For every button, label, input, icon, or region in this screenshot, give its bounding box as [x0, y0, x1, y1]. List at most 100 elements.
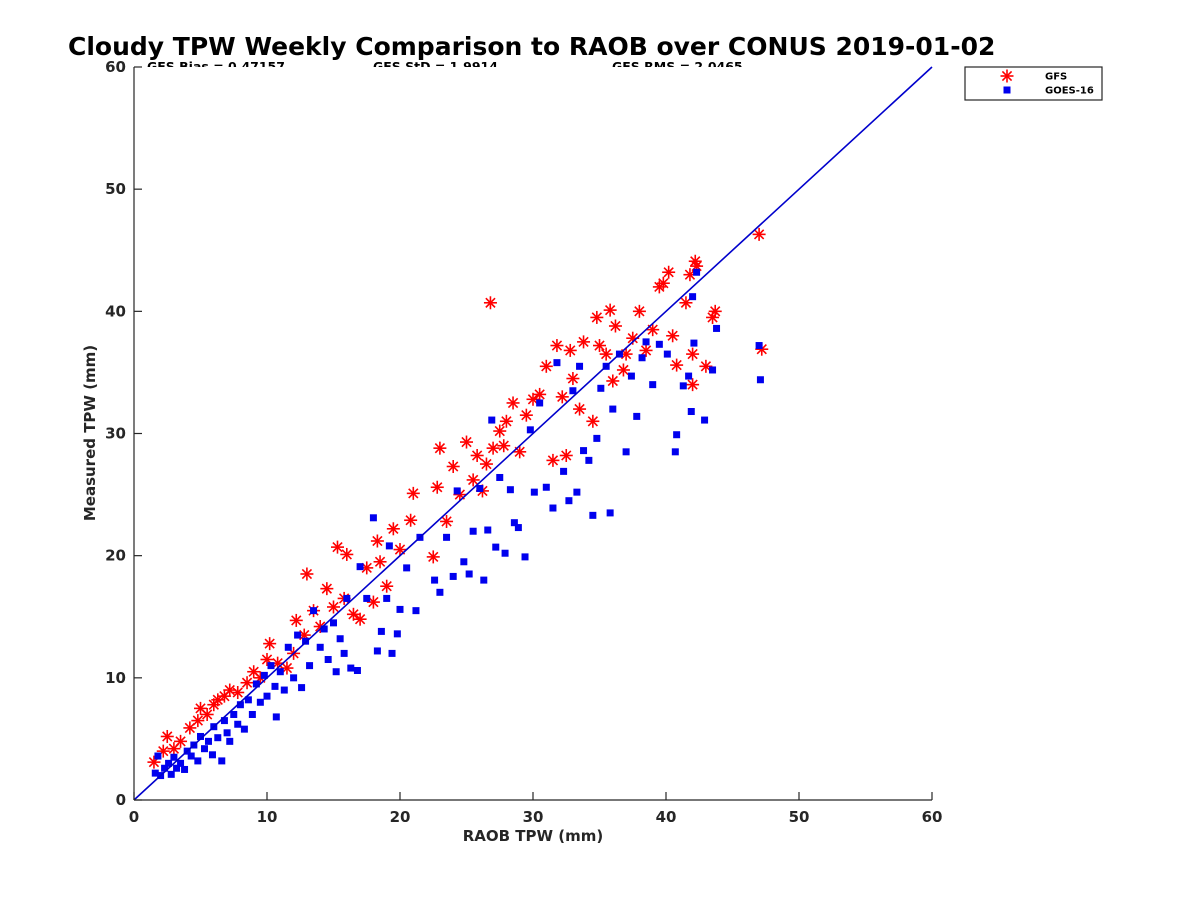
goes16-point: [685, 372, 693, 380]
goes16-point: [151, 769, 159, 777]
asterisk-stroke: [272, 658, 283, 669]
asterisk-stroke: [687, 348, 698, 360]
goes16-point: [436, 588, 444, 596]
goes16-point: [453, 487, 461, 495]
asterisk-stroke: [574, 403, 585, 415]
gfs-point: [666, 329, 680, 343]
gfs-point: [200, 707, 214, 721]
asterisk-stroke: [671, 359, 682, 371]
goes16-point: [197, 732, 204, 740]
gfs-point: [639, 343, 653, 357]
goes16-point: [271, 682, 279, 690]
goes16-point: [492, 543, 500, 551]
gfs-point: [393, 543, 407, 557]
goes16-point: [218, 757, 226, 765]
gfs-point: [608, 319, 622, 333]
goes16-point: [553, 359, 561, 367]
asterisk-stroke: [381, 581, 392, 592]
gfs-point: [370, 534, 384, 548]
goes16-point: [687, 408, 695, 416]
one-to-one-line: [133, 66, 933, 801]
gfs-point: [300, 567, 314, 581]
gfs-point: [263, 637, 277, 651]
goes16-point: [606, 509, 614, 517]
gfs-point: [460, 435, 473, 449]
asterisk-stroke: [301, 568, 313, 580]
asterisk-stroke: [341, 549, 352, 560]
asterisk-stroke: [663, 267, 674, 278]
gfs-point: [289, 613, 303, 627]
asterisk-icon: [1001, 70, 1013, 82]
goes16-point: [363, 594, 371, 602]
goes16-point: [220, 717, 228, 725]
goes16-point: [161, 764, 169, 772]
goes16-point: [480, 576, 488, 584]
legend: GFS GOES-16: [964, 66, 1103, 101]
goes16-point: [679, 382, 687, 390]
goes16-point: [609, 405, 617, 413]
goes16-point: [298, 684, 306, 692]
asterisk-stroke: [514, 446, 525, 457]
goes16-point: [701, 416, 709, 424]
asterisk-stroke: [162, 731, 173, 742]
gfs-point: [470, 448, 484, 462]
gfs-point: [231, 685, 245, 699]
goes16-point: [324, 656, 332, 664]
goes16-point: [431, 576, 439, 584]
gfs-point: [340, 547, 354, 561]
goes16-point: [690, 339, 698, 347]
y-tick-label: 20: [105, 547, 126, 565]
goes16-point: [560, 467, 568, 475]
asterisk-stroke: [321, 583, 333, 594]
goes16-point: [460, 558, 468, 566]
goes16-point: [589, 511, 597, 519]
asterisk-stroke: [600, 348, 612, 360]
goes16-point: [165, 759, 173, 767]
goes16-point: [306, 662, 314, 670]
goes16-point: [347, 664, 355, 672]
asterisk-stroke: [471, 450, 483, 461]
goes16-point: [310, 607, 318, 615]
goes16-point: [320, 625, 328, 633]
x-tick-label: 20: [390, 808, 411, 826]
asterisk-stroke: [667, 330, 678, 341]
goes16-point: [627, 372, 635, 380]
chart-title: Cloudy TPW Weekly Comparison to RAOB ove…: [68, 32, 995, 61]
x-tick-label: 60: [922, 808, 943, 826]
asterisk-stroke: [565, 345, 576, 356]
x-tick-label: 40: [656, 808, 677, 826]
goes16-point: [412, 607, 420, 615]
asterisk-stroke: [684, 269, 696, 280]
gfs-point: [479, 457, 493, 471]
asterisk-stroke: [467, 474, 479, 486]
gfs-point: [550, 339, 564, 353]
goes16-point: [671, 448, 679, 456]
y-tick-label: 30: [105, 425, 126, 443]
asterisk-stroke: [487, 442, 499, 454]
asterisk-stroke: [690, 256, 701, 267]
asterisk-stroke: [454, 489, 466, 500]
gfs-point: [670, 358, 684, 372]
asterisk-stroke: [281, 662, 293, 674]
y-axis-label: Measured TPW (mm): [81, 345, 99, 521]
gfs-point: [679, 296, 693, 310]
asterisk-stroke: [627, 333, 638, 344]
gfs-point: [440, 514, 454, 528]
asterisk-stroke: [501, 416, 512, 427]
asterisk-stroke: [291, 615, 302, 626]
gfs-point: [194, 701, 207, 715]
goes16-point: [484, 526, 492, 534]
goes16-point: [597, 384, 605, 392]
goes16-point: [649, 381, 657, 389]
goes16-point: [530, 488, 538, 496]
gfs-point: [706, 310, 720, 324]
asterisk-stroke: [448, 461, 459, 472]
gfs-point: [353, 612, 367, 626]
goes16-point: [226, 737, 234, 745]
goes16-point: [369, 514, 377, 522]
goes16-point: [170, 753, 178, 761]
goes16-point: [663, 350, 671, 358]
goes16-point: [469, 527, 477, 535]
goes16-point: [622, 448, 630, 456]
